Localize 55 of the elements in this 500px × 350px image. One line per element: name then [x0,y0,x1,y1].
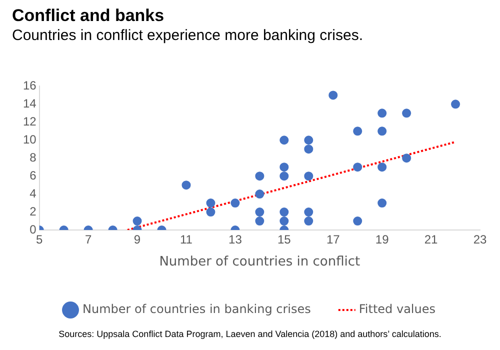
point [378,198,387,208]
y-tick-label: 6 [30,168,37,182]
point [206,198,216,208]
point [304,144,314,154]
point [353,216,362,226]
point [255,208,264,217]
source-note: Sources: Uppsala Conflict Data Program, Laeven and Valencia (2018) and authors’ calculations. [58,329,442,339]
x-tick-label: 9 [134,232,141,247]
x-axis-title: Number of countries in conflict [159,254,360,270]
point [402,108,412,118]
x-tick-label: 11 [180,232,193,247]
point [328,90,338,100]
point [451,100,460,109]
point [280,136,289,145]
y-tick-label: 2 [30,204,37,218]
point [230,198,240,208]
legend-label: Fitted values [358,302,436,316]
point [280,216,289,226]
x-tick-label: 15 [277,232,292,247]
point [255,190,264,199]
point [280,162,289,172]
legend-label: Number of countries in banking crises [82,302,311,316]
y-tick-label: 14 [22,96,37,110]
y-tick-label: 4 [30,186,37,200]
point [255,172,264,181]
y-tick-label: 10 [22,132,37,146]
x-tick-label: 13 [228,232,242,247]
point [304,172,314,181]
x-tick-label: 5 [36,232,44,247]
point [132,216,142,226]
point [353,126,362,136]
x-tick-label: 19 [375,232,390,247]
x-tick-label: 17 [326,232,340,247]
point [353,162,362,172]
point [378,108,387,118]
y-tick-label: 12 [22,114,37,128]
point [255,216,264,226]
point [280,208,289,217]
point [206,208,216,217]
y-tick-label: 8 [30,150,37,164]
x-tick-label: 7 [84,232,92,247]
point [182,180,191,190]
point [402,154,412,163]
chart-subtitle: Countries in conflict experience more banking crises. [12,27,363,44]
point [378,126,387,136]
point [304,208,314,217]
point [304,136,314,145]
chart-title: Conflict and banks [12,6,164,26]
y-tick-label: 0 [30,222,37,236]
point [280,172,289,181]
point [378,162,387,172]
y-tick-label: 16 [22,78,37,93]
x-tick-label: 21 [424,232,438,247]
point [304,216,314,226]
x-tick-label: 23 [473,232,487,247]
